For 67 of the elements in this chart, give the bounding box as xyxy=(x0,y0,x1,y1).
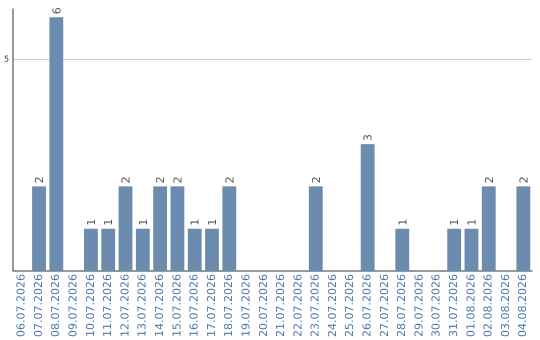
x-tick-label: 10.07.2026 xyxy=(84,274,97,338)
x-tick-label: 04.08.2026 xyxy=(516,274,530,338)
data-label: 1 xyxy=(448,218,462,226)
x-tick-label: 14.07.2026 xyxy=(152,274,166,338)
bar xyxy=(395,228,410,272)
data-label: 1 xyxy=(396,218,410,226)
x-tick-label: 08.07.2026 xyxy=(49,274,62,338)
y-tick-label: 5 xyxy=(4,54,10,64)
x-tick-label: 29.07.2026 xyxy=(412,274,426,338)
x-tick-label: 23.07.2026 xyxy=(308,274,322,338)
x-tick-label: 11.07.2026 xyxy=(101,274,114,338)
data-label: 2 xyxy=(154,176,168,184)
bar xyxy=(188,228,202,272)
x-tick-label: 09.07.2026 xyxy=(66,274,80,338)
x-tick-label: 20.07.2026 xyxy=(256,274,270,338)
bar xyxy=(170,186,184,272)
bar xyxy=(447,228,462,272)
bar xyxy=(84,228,98,272)
x-tick-label: 06.07.2026 xyxy=(14,274,28,338)
data-label: 2 xyxy=(517,176,530,184)
data-label: 2 xyxy=(120,176,133,184)
bar xyxy=(101,228,116,272)
data-label: 1 xyxy=(188,218,202,226)
x-tick-label: 22.07.2026 xyxy=(291,274,304,338)
x-tick-label: 03.08.2026 xyxy=(498,274,512,338)
data-label: 1 xyxy=(136,218,150,226)
data-label: 3 xyxy=(362,134,375,142)
bar xyxy=(516,186,530,272)
data-label: 2 xyxy=(33,176,46,184)
data-label: 1 xyxy=(102,218,116,226)
x-tick-label: 24.07.2026 xyxy=(326,274,339,338)
bar xyxy=(205,228,219,272)
data-label: 2 xyxy=(223,176,236,184)
bar xyxy=(360,144,375,272)
x-tick-label: 15.07.2026 xyxy=(170,274,184,338)
x-tick-label: 19.07.2026 xyxy=(239,274,252,338)
bar xyxy=(136,228,150,272)
x-tick-label: 12.07.2026 xyxy=(118,274,132,338)
x-tick-label: 18.07.2026 xyxy=(222,274,236,338)
x-tick-label: 01.08.2026 xyxy=(464,274,478,338)
x-tick-label: 25.07.2026 xyxy=(343,274,356,338)
data-label: 2 xyxy=(482,176,496,184)
data-label: 1 xyxy=(465,218,478,226)
x-tick-label: 02.08.2026 xyxy=(482,274,495,338)
x-tick-label: 13.07.2026 xyxy=(136,274,149,338)
x-tick-label: 30.07.2026 xyxy=(430,274,443,338)
x-tick-label: 27.07.2026 xyxy=(378,274,391,338)
x-tick-label: 21.07.2026 xyxy=(274,274,288,338)
data-label: 1 xyxy=(84,218,98,226)
data-label: 2 xyxy=(310,176,323,184)
bar xyxy=(118,186,132,272)
x-tick-label: 17.07.2026 xyxy=(204,274,218,338)
data-label: 6 xyxy=(50,7,64,14)
data-label: 1 xyxy=(206,218,220,226)
data-label: 2 xyxy=(171,176,184,184)
x-tick-label: 26.07.2026 xyxy=(360,274,374,338)
bar xyxy=(482,186,496,272)
x-tick-label: 31.07.2026 xyxy=(447,274,460,338)
x-tick-label: 28.07.2026 xyxy=(395,274,408,338)
bar xyxy=(49,17,64,272)
bar xyxy=(153,186,168,272)
x-tick-label: 16.07.2026 xyxy=(188,274,201,338)
bar xyxy=(222,186,236,272)
bar xyxy=(308,186,323,272)
bar xyxy=(32,186,46,272)
x-tick-label: 07.07.2026 xyxy=(32,274,45,338)
bar xyxy=(464,228,478,272)
